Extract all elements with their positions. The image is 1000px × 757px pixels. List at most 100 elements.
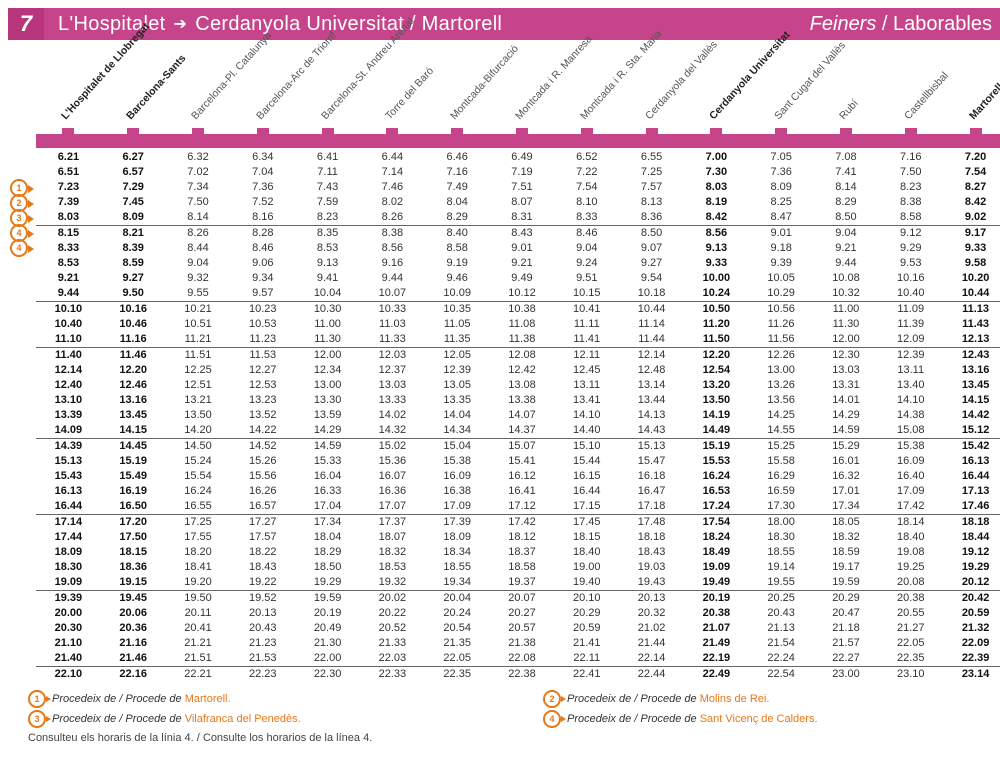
marker-slot: 3: [10, 210, 28, 225]
time-cell: 9.49: [490, 271, 555, 286]
time-cell: 12.39: [878, 348, 943, 364]
time-cell: 16.24: [684, 469, 749, 484]
time-cell: 17.20: [101, 515, 166, 531]
time-cell: 18.15: [554, 530, 619, 545]
time-cell: 17.39: [425, 515, 490, 531]
time-cell: 21.32: [943, 621, 1000, 636]
time-cell: 17.54: [684, 515, 749, 531]
time-cell: 13.59: [295, 408, 360, 423]
time-cell: 20.36: [101, 621, 166, 636]
time-cell: 17.34: [814, 499, 879, 515]
time-cell: 19.09: [36, 575, 101, 591]
time-cell: 16.29: [749, 469, 814, 484]
table-row: 16.4416.5016.5516.5717.0417.0717.0917.12…: [36, 499, 1000, 515]
time-cell: 10.40: [36, 317, 101, 332]
time-cell: 13.45: [943, 378, 1000, 393]
time-cell: 10.10: [36, 302, 101, 318]
legend-marker: 1: [28, 690, 46, 708]
time-cell: 22.08: [490, 651, 555, 667]
time-cell: 9.07: [619, 241, 684, 256]
time-cell: 12.26: [749, 348, 814, 364]
time-cell: 13.33: [360, 393, 425, 408]
legend-text: Procedeix de / Procede de Martorell.: [52, 693, 231, 705]
time-cell: 14.59: [814, 423, 879, 439]
station-col: Barcelona-Pl. Catalunya: [166, 44, 231, 134]
time-cell: 14.43: [619, 423, 684, 439]
station-label: Rubí: [837, 97, 861, 122]
route-header: 7 L'Hospitalet ➔ Cerdanyola Universitat …: [8, 8, 1000, 40]
time-cell: 7.57: [619, 180, 684, 195]
time-cell: 13.56: [749, 393, 814, 408]
station-col: Cerdanyola del Vallès: [619, 44, 684, 134]
time-cell: 7.05: [749, 150, 814, 165]
time-cell: 18.59: [814, 545, 879, 560]
station-col: L'Hospitalet de Llobregat: [36, 44, 101, 134]
time-cell: 8.42: [943, 195, 1000, 210]
time-cell: 8.40: [425, 226, 490, 242]
time-cell: 20.10: [554, 591, 619, 607]
time-cell: 12.05: [425, 348, 490, 364]
station-col: Rubí: [814, 44, 879, 134]
time-cell: 8.10: [554, 195, 619, 210]
time-cell: 7.22: [554, 165, 619, 180]
time-cell: 18.24: [684, 530, 749, 545]
time-cell: 8.56: [684, 226, 749, 242]
time-cell: 10.46: [101, 317, 166, 332]
marker-slot: [10, 645, 28, 660]
time-cell: 22.05: [425, 651, 490, 667]
time-cell: 21.46: [101, 651, 166, 667]
time-cell: 10.35: [425, 302, 490, 318]
time-cell: 18.07: [360, 530, 425, 545]
time-cell: 13.40: [878, 378, 943, 393]
time-cell: 19.59: [295, 591, 360, 607]
time-cell: 21.10: [36, 636, 101, 651]
time-cell: 21.53: [230, 651, 295, 667]
time-cell: 8.38: [878, 195, 943, 210]
time-cell: 8.29: [425, 210, 490, 226]
time-cell: 17.07: [360, 499, 425, 515]
time-cell: 20.54: [425, 621, 490, 636]
time-cell: 10.20: [943, 271, 1000, 286]
time-cell: 22.35: [878, 651, 943, 667]
time-cell: 22.41: [554, 667, 619, 683]
time-cell: 7.29: [101, 180, 166, 195]
time-cell: 17.04: [295, 499, 360, 515]
time-cell: 22.24: [749, 651, 814, 667]
rail-tick: [878, 134, 943, 148]
time-cell: 8.28: [230, 226, 295, 242]
time-cell: 7.41: [814, 165, 879, 180]
time-cell: 22.54: [749, 667, 814, 683]
time-cell: 14.42: [943, 408, 1000, 423]
time-cell: 10.15: [554, 286, 619, 302]
rail-tick: [360, 134, 425, 148]
time-cell: 11.13: [943, 302, 1000, 318]
marker-slot: [10, 495, 28, 510]
time-cell: 14.29: [814, 408, 879, 423]
time-cell: 15.12: [943, 423, 1000, 439]
time-cell: 17.30: [749, 499, 814, 515]
time-cell: 17.13: [943, 484, 1000, 499]
timetable: 6.216.276.326.346.416.446.466.496.526.55…: [36, 150, 1000, 682]
time-cell: 16.41: [490, 484, 555, 499]
time-cell: 13.38: [490, 393, 555, 408]
legend-text: Procedeix de / Procede de Vilafranca del…: [52, 713, 301, 725]
time-cell: 20.43: [749, 606, 814, 621]
time-cell: 11.03: [360, 317, 425, 332]
time-cell: 15.13: [36, 454, 101, 469]
time-cell: 21.44: [619, 636, 684, 651]
time-cell: 21.49: [684, 636, 749, 651]
time-cell: 8.21: [101, 226, 166, 242]
time-cell: 16.32: [814, 469, 879, 484]
time-cell: 22.05: [878, 636, 943, 651]
time-cell: 7.11: [295, 165, 360, 180]
days-rest: / Laborables: [876, 13, 992, 35]
time-cell: 19.09: [684, 560, 749, 575]
time-cell: 8.50: [814, 210, 879, 226]
time-cell: 16.44: [943, 469, 1000, 484]
rail-tick: [554, 134, 619, 148]
time-cell: 12.00: [814, 332, 879, 348]
time-cell: 22.39: [943, 651, 1000, 667]
time-cell: 17.48: [619, 515, 684, 531]
time-cell: 8.43: [490, 226, 555, 242]
time-cell: 15.43: [36, 469, 101, 484]
